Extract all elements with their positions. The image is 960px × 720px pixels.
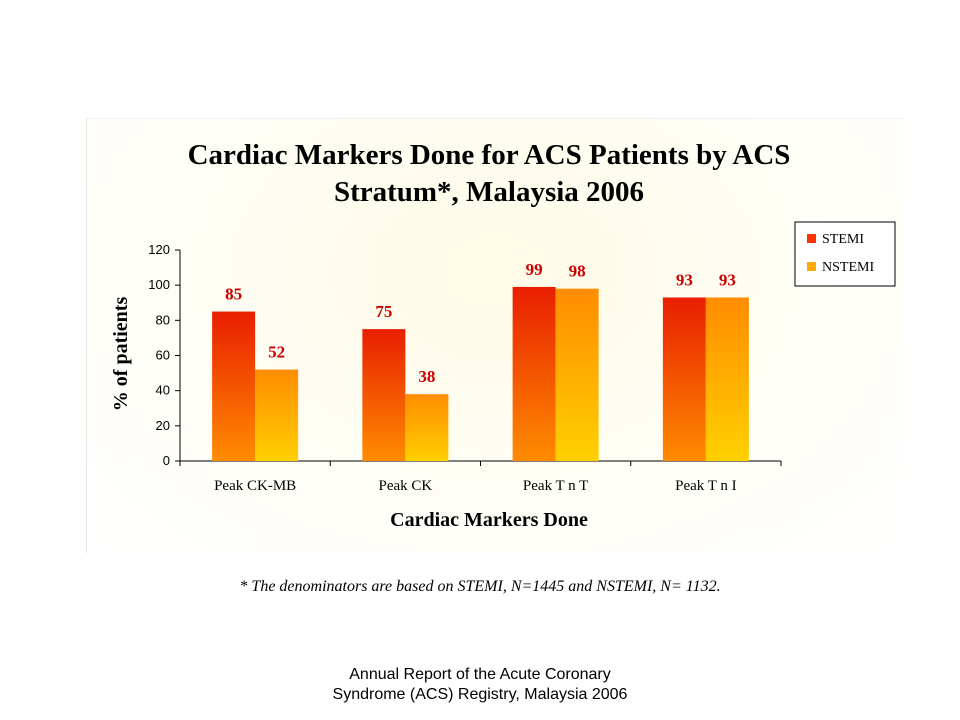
legend-entry: STEMI [822, 232, 864, 247]
data-labels: 85 52 75 38 99 98 93 93 [225, 260, 736, 386]
data-label: 99 [526, 260, 543, 279]
y-tick-label: 20 [156, 418, 170, 433]
bar-stemi [212, 311, 256, 461]
data-label: 85 [225, 285, 242, 304]
data-label: 75 [375, 302, 392, 321]
x-category-label: Peak T n I [675, 478, 737, 494]
legend-entry: NSTEMI [822, 260, 874, 275]
bar-nstemi [255, 369, 299, 461]
legend-box [794, 221, 896, 287]
bar-stemi [512, 286, 556, 461]
y-axis-title: % of patients [110, 297, 132, 412]
legend-swatch [807, 234, 816, 243]
footer-line-2: Syndrome (ACS) Registry, Malaysia 2006 [332, 686, 628, 703]
data-label: 98 [569, 262, 586, 281]
footnote: * The denominators are based on STEMI, N… [239, 578, 721, 595]
bar-chart: Cardiac Markers Done for ACS Patients by… [110, 139, 896, 531]
data-label: 52 [268, 343, 285, 362]
legend: STEMI NSTEMI [794, 221, 896, 287]
chart-title-line-1: Cardiac Markers Done for ACS Patients by… [188, 139, 791, 171]
y-tick-label: 120 [148, 242, 170, 257]
data-label: 93 [719, 270, 736, 289]
y-tick-label: 0 [163, 453, 170, 468]
x-axis-title: Cardiac Markers Done [390, 509, 588, 531]
bar-nstemi [705, 297, 749, 461]
chart-area: Cardiac Markers Done for ACS Patients by… [86, 118, 903, 553]
y-tick-label: 100 [148, 277, 170, 292]
x-category-label: Peak CK-MB [214, 478, 296, 494]
data-label: 38 [418, 367, 435, 386]
bars [212, 286, 749, 461]
bar-stemi [362, 329, 406, 461]
y-tick-label: 60 [156, 348, 170, 363]
y-tick-label: 80 [156, 312, 170, 327]
chart-title-line-2: Stratum*, Malaysia 2006 [334, 176, 644, 208]
x-category-label: Peak CK [379, 478, 433, 494]
report-footer: Annual Report of the Acute Coronary Synd… [0, 665, 960, 705]
bar-nstemi [555, 288, 599, 461]
bar-stemi [662, 297, 706, 461]
legend-swatch [807, 262, 816, 271]
footer-line-1: Annual Report of the Acute Coronary [349, 666, 611, 683]
axes: 0 20 40 60 80 100 120 Peak CK-MB Peak CK Peak T n… [148, 242, 782, 494]
data-label: 93 [676, 270, 693, 289]
x-category-label: Peak T n T [523, 478, 588, 494]
bar-nstemi [405, 394, 449, 461]
y-tick-label: 40 [156, 383, 170, 398]
